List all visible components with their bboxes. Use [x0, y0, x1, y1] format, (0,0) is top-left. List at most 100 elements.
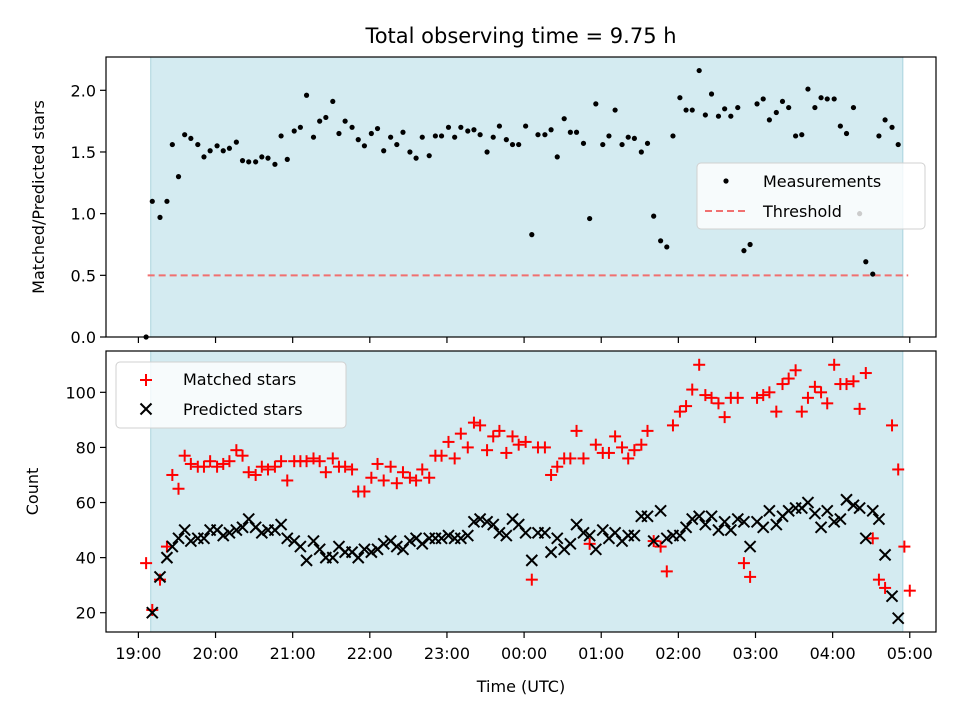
predicted-point — [487, 518, 500, 531]
matched-point — [268, 460, 281, 473]
predicted-point-b — [365, 545, 378, 559]
predicted-point-b — [500, 529, 513, 542]
bottom-panel: 20 40 60 80 100 19:00 20:00 21:00 22:00 23:00 00:0… — [23, 350, 937, 663]
predicted-point — [172, 532, 185, 545]
x-tick-label: 23:00 — [424, 644, 470, 663]
measurement-point — [509, 141, 516, 148]
matched-point — [538, 441, 551, 454]
measurement-point — [188, 135, 194, 142]
predicted-point-b — [891, 612, 905, 625]
x-tick-label: 05:00 — [887, 644, 933, 663]
measurement-point — [658, 238, 664, 244]
x-tick-label: 19:00 — [115, 644, 161, 663]
predicted-point-b — [442, 529, 455, 542]
predicted-point-b — [866, 504, 879, 517]
predicted-point — [737, 515, 751, 529]
predicted-point-b — [782, 504, 795, 517]
measurement-point — [175, 174, 182, 180]
matched-point — [815, 386, 828, 399]
measurement-point — [567, 129, 573, 135]
legend-predicted-marker — [139, 402, 153, 416]
predicted-point-b — [467, 515, 481, 529]
matched-point — [454, 427, 467, 440]
predicted-point — [878, 548, 892, 562]
predicted-point-b — [242, 512, 255, 526]
predicted-point — [435, 532, 448, 545]
predicted-point-b — [757, 521, 770, 534]
predicted-point-b — [384, 534, 397, 548]
predicted-point-b — [885, 589, 899, 603]
measurement-point — [735, 104, 741, 111]
predicted-point — [731, 512, 744, 526]
predicted-point-b — [249, 521, 262, 534]
measurement-point — [728, 113, 734, 119]
predicted-point-b — [178, 523, 191, 537]
matched-point — [390, 477, 403, 490]
measurement-point — [438, 133, 445, 139]
predicted-point — [352, 551, 365, 564]
matched-point — [204, 455, 217, 468]
predicted-point — [577, 526, 590, 540]
measurement-point — [388, 134, 394, 140]
predicted-point-b — [473, 512, 487, 526]
matched-point — [423, 471, 436, 484]
x-tick-label: 01:00 — [578, 644, 624, 663]
predicted-point — [166, 540, 179, 553]
predicted-point-b — [847, 499, 860, 512]
x-tick-label: 21:00 — [270, 644, 316, 663]
matched-point — [448, 452, 461, 465]
predicted-point-b — [743, 540, 757, 553]
measurement-point — [612, 107, 618, 113]
x-axis-label: Time (UTC) — [476, 677, 565, 696]
predicted-point-b — [596, 523, 609, 537]
predicted-point-b — [166, 540, 179, 553]
measurement-point — [195, 141, 201, 148]
top-panel: 0.0 0.5 1.0 1.5 2.0 Matched/Predicted stars Me… — [29, 56, 937, 347]
matched-point — [705, 391, 718, 404]
measurement-point — [452, 134, 458, 140]
bottom-y-tick-label: 40 — [76, 549, 96, 568]
measurement-point — [702, 112, 708, 118]
predicted-point-b — [217, 529, 230, 542]
matched-point — [346, 463, 359, 476]
predicted-point-b — [814, 521, 828, 534]
measurement-point — [548, 127, 554, 133]
measurement-point — [779, 98, 786, 105]
matched-point — [236, 449, 249, 462]
predicted-point — [551, 532, 564, 545]
predicted-point-b — [223, 526, 236, 540]
matched-point — [616, 441, 629, 454]
matched-point — [693, 358, 706, 371]
matched-point — [744, 570, 757, 583]
predicted-point-b — [647, 534, 660, 548]
predicted-point-b — [519, 526, 532, 540]
measurement-point — [265, 155, 271, 161]
matched-point — [660, 565, 673, 578]
matched-point — [326, 452, 339, 465]
predicted-point-b — [660, 532, 673, 545]
matched-point — [886, 419, 899, 432]
measurement-point — [606, 133, 612, 139]
matched-point — [358, 485, 371, 498]
matched-point — [307, 452, 320, 465]
chart-title: Total observing time = 9.75 h — [364, 24, 676, 48]
measurement-point — [593, 101, 599, 107]
matched-point — [828, 358, 841, 371]
predicted-point — [827, 515, 841, 529]
predicted-point — [885, 589, 899, 603]
legend-box — [115, 361, 347, 429]
predicted-point — [377, 537, 390, 551]
measurement-point — [805, 86, 811, 92]
predicted-point — [654, 504, 667, 517]
predicted-point — [583, 529, 596, 542]
predicted-point — [365, 545, 378, 559]
predicted-point — [596, 523, 609, 537]
predicted-point-b — [718, 515, 731, 529]
predicted-point — [223, 526, 236, 540]
matched-point — [442, 435, 455, 448]
predicted-point-b — [300, 554, 313, 567]
measurement-point — [561, 116, 567, 122]
predicted-point-b — [673, 529, 687, 542]
predicted-point-b — [480, 515, 494, 529]
measurement-point — [773, 109, 779, 116]
